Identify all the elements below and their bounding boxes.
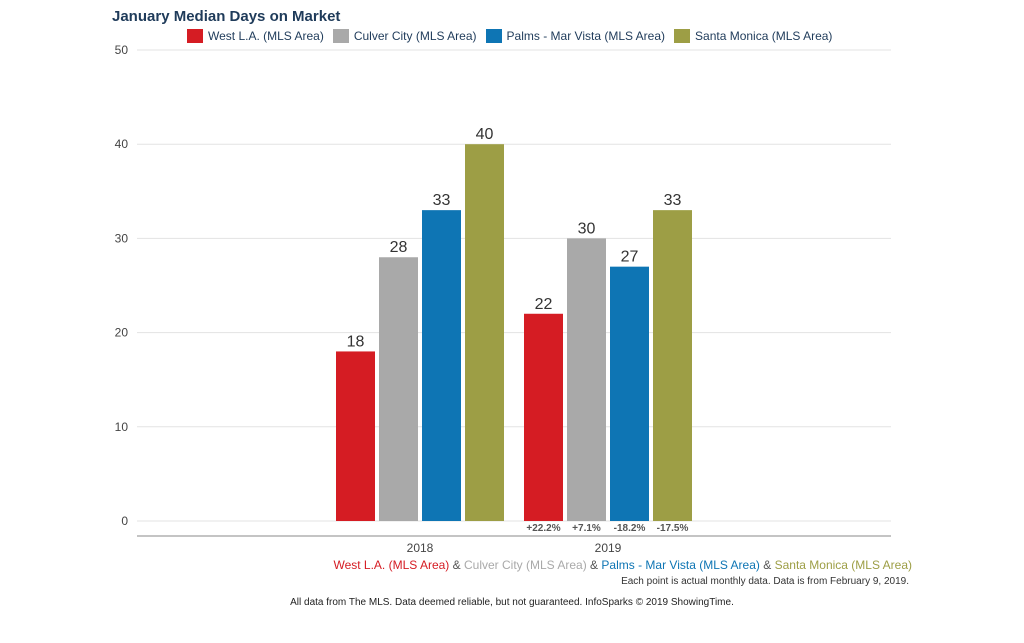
y-tick-label: 30 xyxy=(115,231,129,245)
footer-separator: & xyxy=(763,558,772,572)
bar-value-label: 33 xyxy=(664,192,682,209)
plot-area: 0 10 20 30 40 50 18 28 33 40 2018 22 +22.2% 30 +7.1% 27… xyxy=(115,43,891,555)
footer-note: Each point is actual monthly data. Data … xyxy=(621,576,909,587)
bar-value-label: 40 xyxy=(476,126,494,143)
y-tick-label: 0 xyxy=(121,514,128,528)
bar-value-label: 18 xyxy=(347,333,365,350)
bar-value-label: 30 xyxy=(578,220,596,237)
bar xyxy=(567,238,606,521)
bar-value-label: 33 xyxy=(433,192,451,209)
chart-title: January Median Days on Market xyxy=(112,8,341,25)
x-tick-label: 2018 xyxy=(407,541,434,555)
legend-swatch-west-la xyxy=(187,29,203,43)
y-tick-label: 10 xyxy=(115,420,129,434)
change-label: +22.2% xyxy=(526,523,560,534)
footer-series-culver-city: Culver City (MLS Area) xyxy=(464,558,587,572)
legend-label-palms-mar-vista: Palms - Mar Vista (MLS Area) xyxy=(506,29,666,43)
bar xyxy=(379,257,418,521)
legend: West L.A. (MLS Area) Culver City (MLS Ar… xyxy=(187,29,841,43)
change-label: -17.5% xyxy=(657,523,689,534)
footer-series-list: West L.A. (MLS Area) & Culver City (MLS … xyxy=(333,558,912,572)
bar-value-label: 22 xyxy=(535,296,553,313)
y-tick-label: 20 xyxy=(115,326,129,340)
legend-item-west-la[interactable]: West L.A. (MLS Area) xyxy=(187,29,324,43)
bar xyxy=(610,266,649,521)
legend-label-culver-city: Culver City (MLS Area) xyxy=(353,29,477,43)
footer-series-palms-mar-vista: Palms - Mar Vista (MLS Area) xyxy=(601,558,760,572)
legend-item-palms-mar-vista[interactable]: Palms - Mar Vista (MLS Area) xyxy=(485,29,666,43)
bar xyxy=(465,144,504,521)
legend-item-culver-city[interactable]: Culver City (MLS Area) xyxy=(332,29,477,43)
footer-separator: & xyxy=(452,558,461,572)
footer-series-west-la: West L.A. (MLS Area) xyxy=(333,558,450,572)
y-tick-label: 50 xyxy=(115,43,129,57)
bar xyxy=(524,313,563,521)
legend-swatch-palms-mar-vista xyxy=(485,29,502,43)
bar xyxy=(422,210,461,521)
bar-value-label: 28 xyxy=(390,239,408,256)
bar xyxy=(336,351,375,521)
bar-value-label: 27 xyxy=(621,249,639,266)
y-tick-label: 40 xyxy=(115,137,129,151)
legend-swatch-santa-monica xyxy=(674,29,691,43)
x-tick-label: 2019 xyxy=(595,541,622,555)
change-label: -18.2% xyxy=(614,523,646,534)
legend-label-santa-monica: Santa Monica (MLS Area) xyxy=(695,29,833,43)
legend-label-west-la: West L.A. (MLS Area) xyxy=(208,29,324,43)
footer-series-santa-monica: Santa Monica (MLS Area) xyxy=(774,558,912,572)
legend-item-santa-monica[interactable]: Santa Monica (MLS Area) xyxy=(674,29,832,43)
bar xyxy=(653,210,692,521)
footer-separator: & xyxy=(590,558,599,572)
change-label: +7.1% xyxy=(572,523,601,534)
footer-disclaimer: All data from The MLS. Data deemed relia… xyxy=(290,597,734,608)
legend-swatch-culver-city xyxy=(332,29,349,43)
